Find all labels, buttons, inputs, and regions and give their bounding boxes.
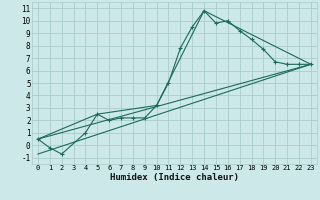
X-axis label: Humidex (Indice chaleur): Humidex (Indice chaleur) — [110, 173, 239, 182]
